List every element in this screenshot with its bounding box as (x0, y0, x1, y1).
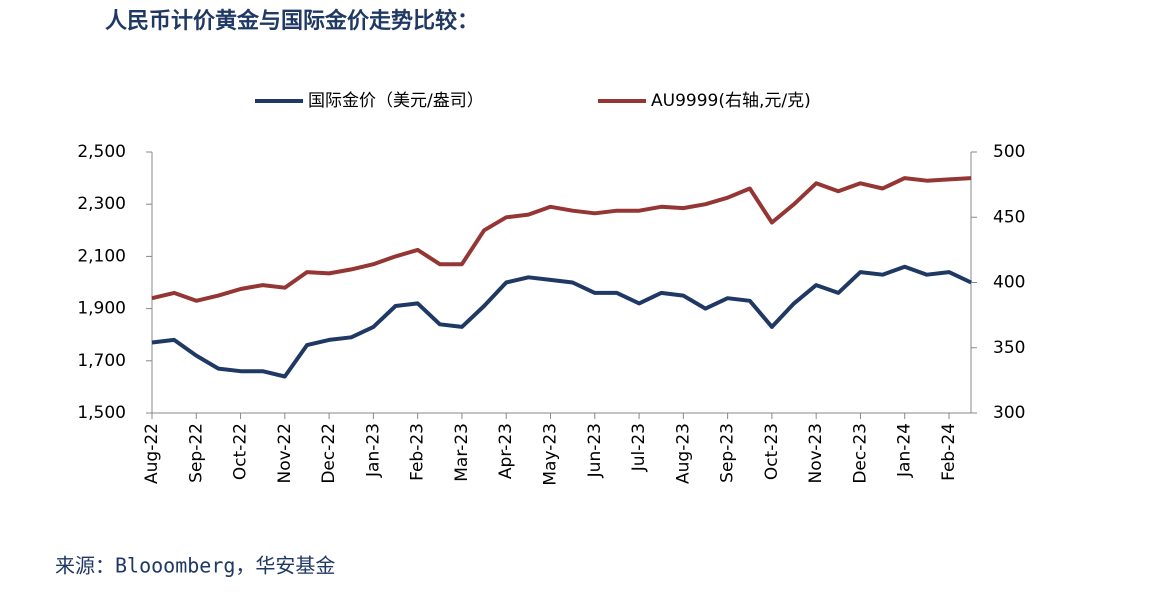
x-tick-label: Jul-23 (629, 423, 649, 472)
y2-tick-label: 350 (993, 338, 1025, 358)
x-tick-label: Jun-23 (585, 423, 605, 478)
y2-tick-label: 450 (993, 207, 1025, 227)
x-tick-label: Dec-22 (319, 423, 339, 484)
x-tick-label: Mar-23 (452, 423, 472, 482)
source: 来源：Blooomberg，华安基金 (55, 554, 335, 578)
legend-label: AU9999(右轴,元/克) (651, 91, 811, 111)
chart-title: 人民币计价黄金与国际金价走势比较： (105, 8, 479, 34)
y-tick-label: 1,900 (77, 299, 126, 319)
x-tick-label: Oct-23 (762, 423, 782, 480)
y2-tick-label: 300 (993, 403, 1025, 423)
x-tick-label: Nov-22 (275, 423, 295, 484)
x-tick-label: Dec-23 (850, 423, 870, 484)
y-tick-label: 1,500 (77, 403, 126, 423)
x-tick-label: Feb-23 (408, 423, 428, 481)
x-tick-label: May-23 (541, 423, 561, 486)
x-tick-label: Oct-22 (231, 423, 251, 480)
x-tick-label: Feb-24 (939, 423, 959, 481)
series-line (151, 264, 972, 379)
legend-label: 国际金价（美元/盎司） (308, 91, 484, 111)
x-tick-label: Sep-22 (186, 423, 206, 483)
y-tick-label: 2,500 (77, 142, 126, 162)
y-tick-label: 1,700 (77, 351, 126, 371)
x-tick-label: Apr-23 (496, 423, 516, 479)
x-tick-label: Nov-23 (806, 423, 826, 484)
y2-tick-label: 400 (993, 273, 1025, 293)
y2-tick-label: 500 (993, 142, 1025, 162)
x-tick-label: Sep-23 (718, 423, 738, 483)
x-tick-label: Aug-22 (142, 423, 162, 484)
x-tick-label: Jan-23 (363, 423, 383, 478)
x-tick-label: Aug-23 (673, 423, 693, 484)
series-line (151, 176, 972, 303)
x-tick-label: Jan-24 (895, 423, 915, 478)
y-tick-label: 2,100 (77, 246, 126, 266)
y-tick-label: 2,300 (77, 194, 126, 214)
